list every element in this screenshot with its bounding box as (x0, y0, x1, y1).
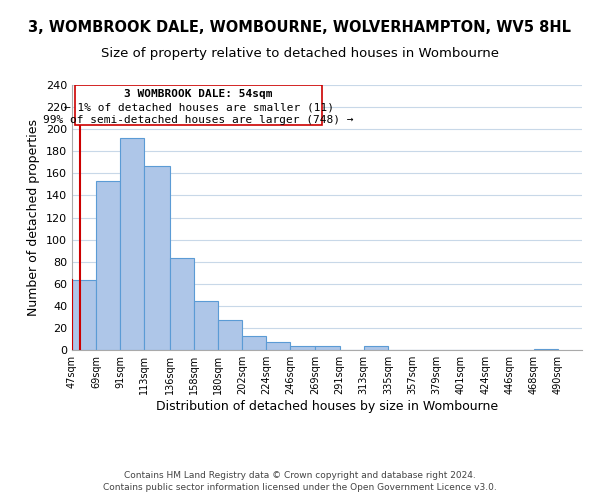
Text: Contains public sector information licensed under the Open Government Licence v3: Contains public sector information licen… (103, 484, 497, 492)
X-axis label: Distribution of detached houses by size in Wombourne: Distribution of detached houses by size … (156, 400, 498, 413)
Text: Size of property relative to detached houses in Wombourne: Size of property relative to detached ho… (101, 48, 499, 60)
Bar (290, 346, 316, 350)
Text: 99% of semi-detached houses are larger (748) →: 99% of semi-detached houses are larger (… (43, 115, 354, 125)
Bar (72, 280, 96, 350)
Bar (364, 346, 388, 350)
Text: ← 1% of detached houses are smaller (11): ← 1% of detached houses are smaller (11) (64, 102, 334, 113)
Bar (266, 342, 290, 350)
Bar (96, 181, 120, 350)
Text: 3, WOMBROOK DALE, WOMBOURNE, WOLVERHAMPTON, WV5 8HL: 3, WOMBROOK DALE, WOMBOURNE, WOLVERHAMPT… (29, 20, 571, 35)
Text: 3 WOMBROOK DALE: 54sqm: 3 WOMBROOK DALE: 54sqm (124, 90, 273, 100)
Bar (170, 258, 194, 350)
Bar (194, 302, 218, 350)
Bar (218, 320, 242, 350)
Bar (316, 346, 340, 350)
Bar (145, 166, 170, 350)
FancyBboxPatch shape (75, 85, 322, 124)
Bar (120, 138, 145, 350)
Text: Contains HM Land Registry data © Crown copyright and database right 2024.: Contains HM Land Registry data © Crown c… (124, 471, 476, 480)
Bar (242, 336, 266, 350)
Bar (534, 349, 558, 350)
Y-axis label: Number of detached properties: Number of detached properties (28, 119, 40, 316)
